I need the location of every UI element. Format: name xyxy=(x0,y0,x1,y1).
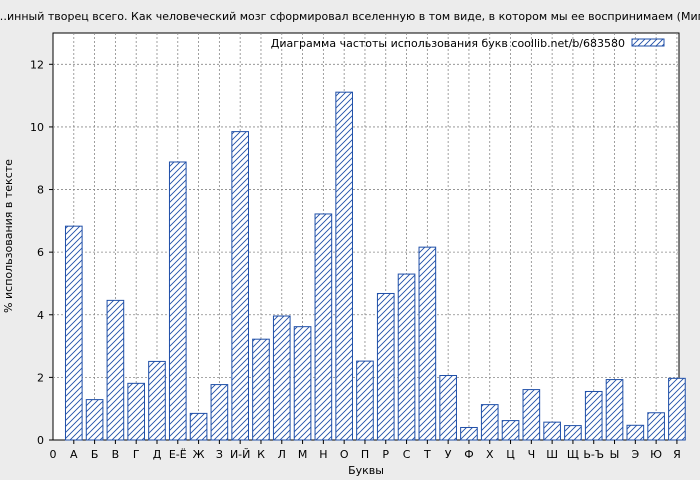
bar-Р xyxy=(376,292,395,441)
bar-Х xyxy=(480,404,499,441)
bar-Ш xyxy=(543,421,561,441)
x-tick-label: Л xyxy=(278,448,286,461)
bar-А xyxy=(64,225,83,441)
legend-label: Диаграмма частоты использования букв coo… xyxy=(271,37,625,50)
x-axis-ticks: А Б В Г Д Е-Ё Ж З И-Й К Л М Н О П Р С Т У Ф Х Ц Ч Ш Щ Ь-Ъ Ы Э Ю Я xyxy=(70,440,681,461)
x-tick-label: С xyxy=(403,448,411,461)
bar-М xyxy=(293,326,312,441)
bar-Ж xyxy=(189,412,208,441)
chart-title: …инный творец всего. Как человеческий мо… xyxy=(0,10,700,23)
bar-П xyxy=(356,360,374,441)
bar-Б xyxy=(85,399,104,441)
x-tick-label: Х xyxy=(486,448,494,461)
y-axis-label: % использования в тексте xyxy=(2,159,15,313)
y-tick-label: 0 xyxy=(37,434,44,447)
x-tick-label: Ч xyxy=(528,448,536,461)
bar-О xyxy=(335,91,353,441)
bar-Л xyxy=(272,315,291,441)
x-tick-label: Ц xyxy=(506,448,515,461)
x-tick-label: Г xyxy=(133,448,140,461)
bar-Я xyxy=(668,377,686,441)
y-tick-label: 4 xyxy=(37,309,44,322)
bar-С xyxy=(397,273,416,441)
bar-Ю xyxy=(647,412,665,441)
x-tick-label: Э xyxy=(631,448,639,461)
x-tick-label: Ф xyxy=(464,448,473,461)
x-tick-label: М xyxy=(298,448,308,461)
legend: Диаграмма частоты использования букв coo… xyxy=(271,37,665,50)
x-tick-label: Д xyxy=(153,448,162,461)
x-tick-label: Ж xyxy=(193,448,205,461)
bar-Д xyxy=(148,360,166,441)
bar-Г xyxy=(127,382,146,441)
bar-Ч xyxy=(522,389,541,441)
y-tick-label: 6 xyxy=(37,246,44,259)
bar-И-Й xyxy=(231,131,249,441)
x-tick-label: Ы xyxy=(610,448,620,461)
y-tick-label: 2 xyxy=(37,371,44,384)
bar-Е-Ё xyxy=(168,161,187,441)
y-tick-label: 8 xyxy=(37,184,44,197)
x-tick-label: Ю xyxy=(650,448,662,461)
x-tick-label: У xyxy=(445,448,452,461)
x-tick-label: Р xyxy=(382,448,389,461)
x-tick-label: А xyxy=(70,448,78,461)
bar-Щ xyxy=(564,425,582,441)
y-axis-ticks: 0 2 4 6 8 10 12 xyxy=(30,58,53,447)
x-tick-label: Б xyxy=(91,448,99,461)
bar-В xyxy=(106,299,125,441)
x-tick-label: И-Й xyxy=(230,448,250,461)
bar-У xyxy=(439,375,457,441)
x-tick-label: Е-Ё xyxy=(169,448,187,461)
x-tick-label: К xyxy=(257,448,265,461)
bar-К xyxy=(252,338,270,441)
x-tick-label: Т xyxy=(423,448,431,461)
bar-Т xyxy=(418,246,437,441)
x-tick-label: Ш xyxy=(546,448,558,461)
y-tick-label: 10 xyxy=(30,121,44,134)
x-tick-label: З xyxy=(216,448,223,461)
x-tick-label: В xyxy=(112,448,120,461)
bar-З xyxy=(210,384,229,441)
bar-Ь-Ъ xyxy=(584,390,603,441)
y-tick-label: 12 xyxy=(30,58,44,71)
bar-Ц xyxy=(501,420,520,441)
x-tick-label: Н xyxy=(319,448,327,461)
bars xyxy=(64,91,686,441)
x-tick-label: Ь-Ъ xyxy=(583,448,604,461)
bar-Ф xyxy=(460,426,478,441)
x-tick-label: О xyxy=(340,448,349,461)
bar-Н xyxy=(314,213,333,441)
x-tick-label: Щ xyxy=(567,448,579,461)
bar-Э xyxy=(626,424,645,441)
x-tick-label: П xyxy=(361,448,369,461)
x-origin-label: 0 xyxy=(50,448,57,461)
x-axis-label: Буквы xyxy=(348,464,384,477)
x-tick-label: Я xyxy=(673,448,681,461)
legend-swatch xyxy=(631,38,665,47)
bar-Ы xyxy=(605,379,624,441)
